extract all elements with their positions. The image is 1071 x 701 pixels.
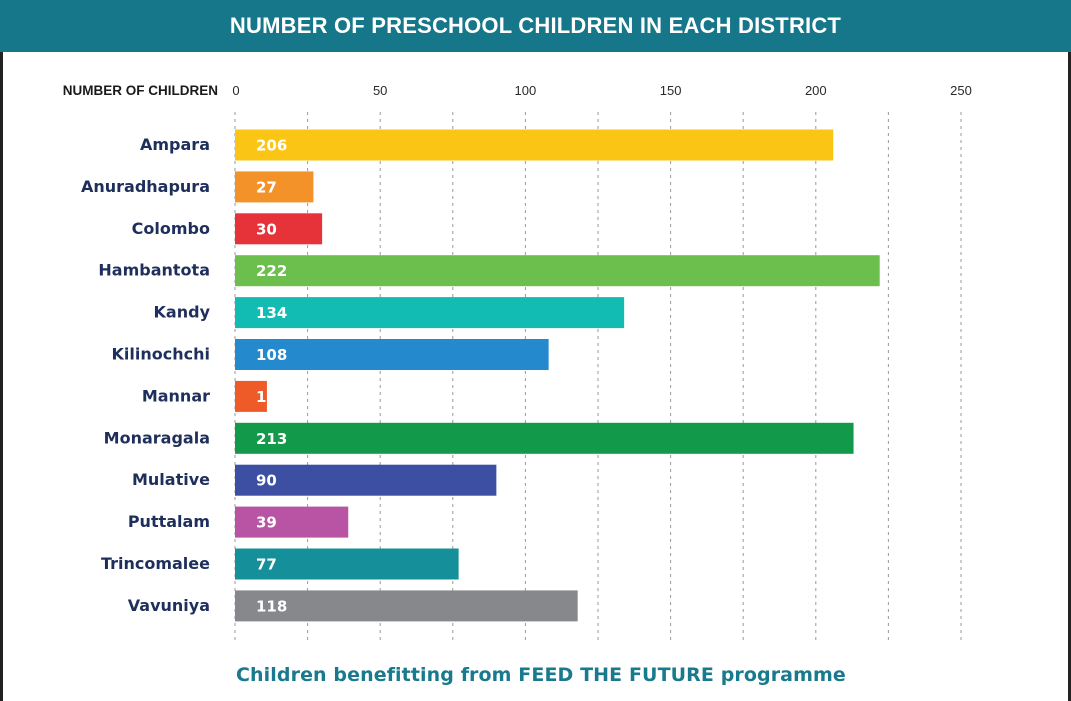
bar-mannar bbox=[235, 380, 267, 412]
value-label: 27 bbox=[256, 178, 277, 196]
x-tick-label: 50 bbox=[373, 83, 387, 98]
x-tick-label: 100 bbox=[515, 83, 537, 98]
category-label: Colombo bbox=[132, 219, 210, 238]
category-label: Vavuniya bbox=[128, 596, 210, 615]
value-label: 108 bbox=[256, 346, 287, 364]
bar-puttalam bbox=[235, 506, 349, 538]
chart-title-banner: NUMBER OF PRESCHOOL CHILDREN IN EACH DIS… bbox=[0, 0, 1071, 52]
value-label: 39 bbox=[256, 514, 277, 532]
bar-trincomalee bbox=[235, 548, 459, 580]
category-label: Mulative bbox=[132, 470, 210, 489]
value-label: 118 bbox=[256, 597, 287, 615]
value-label: 206 bbox=[256, 137, 287, 155]
bar-kilinochchi bbox=[235, 339, 549, 370]
chart-caption: Children benefitting from FEED THE FUTUR… bbox=[236, 664, 846, 686]
category-label: Kandy bbox=[154, 303, 211, 322]
bar-hambantota bbox=[235, 255, 880, 287]
category-label: Kilinochchi bbox=[112, 345, 210, 364]
category-label: Mannar bbox=[142, 386, 210, 405]
right-frame-border bbox=[1068, 52, 1071, 701]
bar-kandy bbox=[235, 297, 625, 329]
value-labels: 206 27 30 222 134 108 11 213 90 39 77 118 bbox=[256, 137, 287, 616]
category-label: Trincomalee bbox=[101, 554, 210, 573]
left-frame-border bbox=[0, 52, 3, 701]
bar-colombo bbox=[235, 213, 323, 245]
x-tick-labels: 0 50 100 150 200 250 bbox=[232, 83, 971, 98]
category-label: Ampara bbox=[140, 135, 210, 154]
bar-mulative bbox=[235, 464, 497, 496]
chart-title: NUMBER OF PRESCHOOL CHILDREN IN EACH DIS… bbox=[229, 13, 842, 38]
category-label: Hambantota bbox=[98, 261, 210, 280]
category-labels: Ampara Anuradhapura Colombo Hambantota Kandy… bbox=[81, 135, 211, 615]
x-tick-label: 150 bbox=[660, 83, 682, 98]
bar-ampara bbox=[235, 129, 834, 161]
bar-anuradhapura bbox=[235, 171, 314, 203]
x-tick-label: 0 bbox=[232, 83, 239, 98]
bar-vavuniya bbox=[235, 590, 578, 622]
x-axis-label: NUMBER OF CHILDREN bbox=[63, 83, 218, 98]
bar-monaragala bbox=[235, 422, 854, 454]
value-label: 90 bbox=[256, 472, 277, 490]
bar-chart: NUMBER OF CHILDREN 0 50 100 150 200 250 Ampar… bbox=[63, 83, 972, 640]
x-tick-label: 250 bbox=[950, 83, 972, 98]
category-label: Anuradhapura bbox=[81, 177, 210, 196]
bars bbox=[235, 129, 880, 622]
value-label: 134 bbox=[256, 304, 287, 322]
category-label: Monaragala bbox=[104, 428, 210, 447]
value-label: 222 bbox=[256, 262, 287, 280]
value-label: 77 bbox=[256, 556, 277, 574]
value-label: 30 bbox=[256, 220, 277, 238]
category-label: Puttalam bbox=[128, 512, 210, 531]
x-tick-label: 200 bbox=[805, 83, 827, 98]
value-label: 11 bbox=[256, 388, 277, 406]
value-label: 213 bbox=[256, 430, 287, 448]
